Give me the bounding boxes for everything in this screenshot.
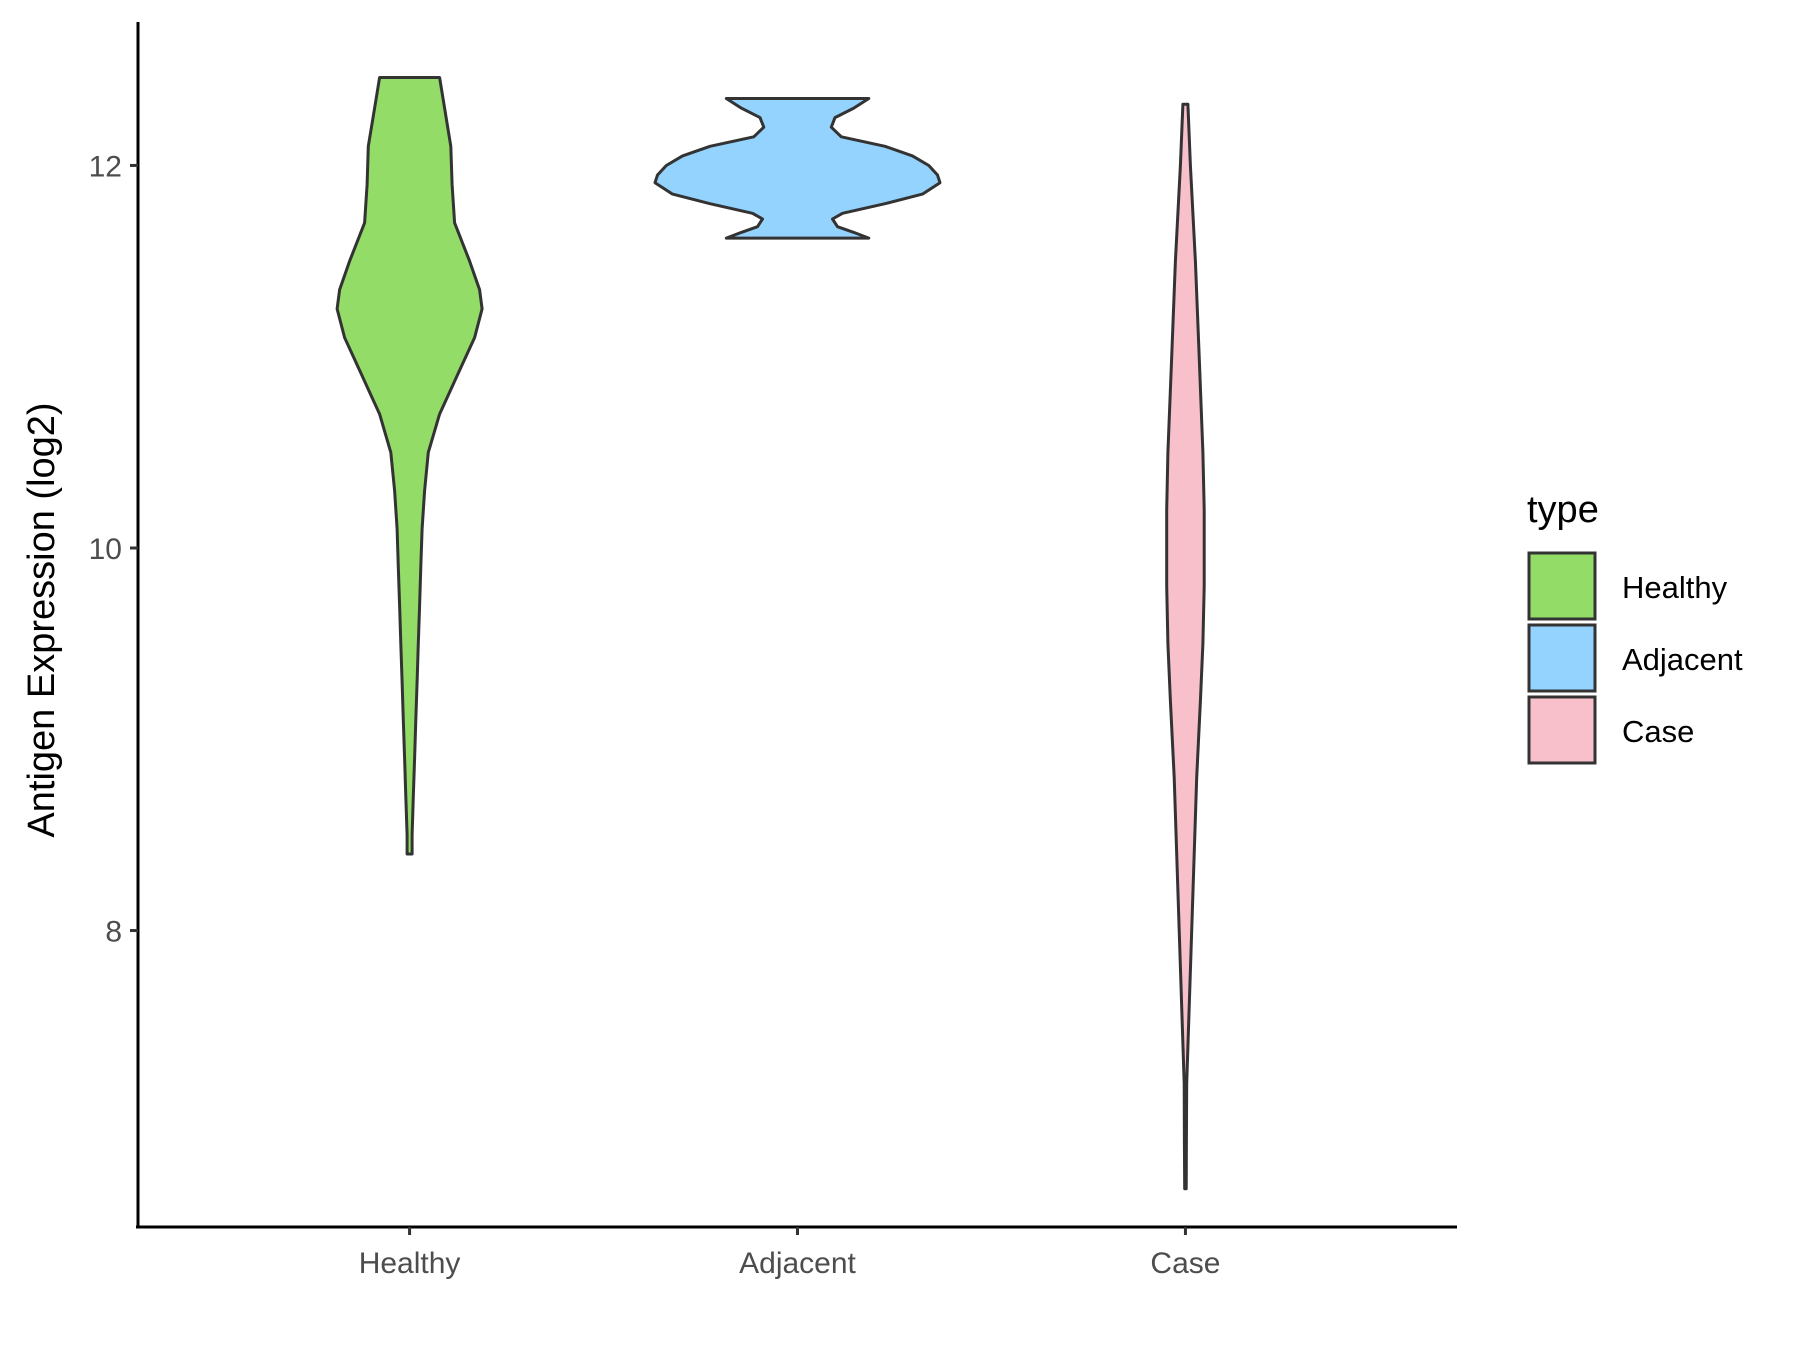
y-tick-label: 10 xyxy=(89,533,122,566)
legend-key-adjacent xyxy=(1527,623,1597,693)
y-ticks: 8 10 12 xyxy=(89,150,138,949)
violin-case xyxy=(1165,102,1206,1191)
y-axis-title: Antigen Expression (log2) xyxy=(21,402,63,837)
y-tick-label: 8 xyxy=(105,916,122,949)
y-tick-label: 12 xyxy=(89,150,122,183)
x-tick-label-case: Case xyxy=(1150,1247,1220,1280)
legend-key-case xyxy=(1527,695,1597,765)
legend-key-healthy xyxy=(1527,551,1597,621)
legend-label-case: Case xyxy=(1622,714,1694,749)
legend-label-adjacent: Adjacent xyxy=(1622,642,1743,677)
x-ticks: Healthy Adjacent Case xyxy=(359,1227,1220,1280)
violin-healthy xyxy=(335,76,484,856)
x-tick-label-healthy: Healthy xyxy=(359,1247,461,1280)
legend-label-healthy: Healthy xyxy=(1622,570,1728,605)
violin-adjacent xyxy=(653,97,942,240)
legend-title: type xyxy=(1527,489,1599,531)
violin-layer xyxy=(335,76,1206,1191)
legend: type Healthy Adjacent Case xyxy=(1527,489,1743,765)
x-tick-label-adjacent: Adjacent xyxy=(739,1247,856,1280)
